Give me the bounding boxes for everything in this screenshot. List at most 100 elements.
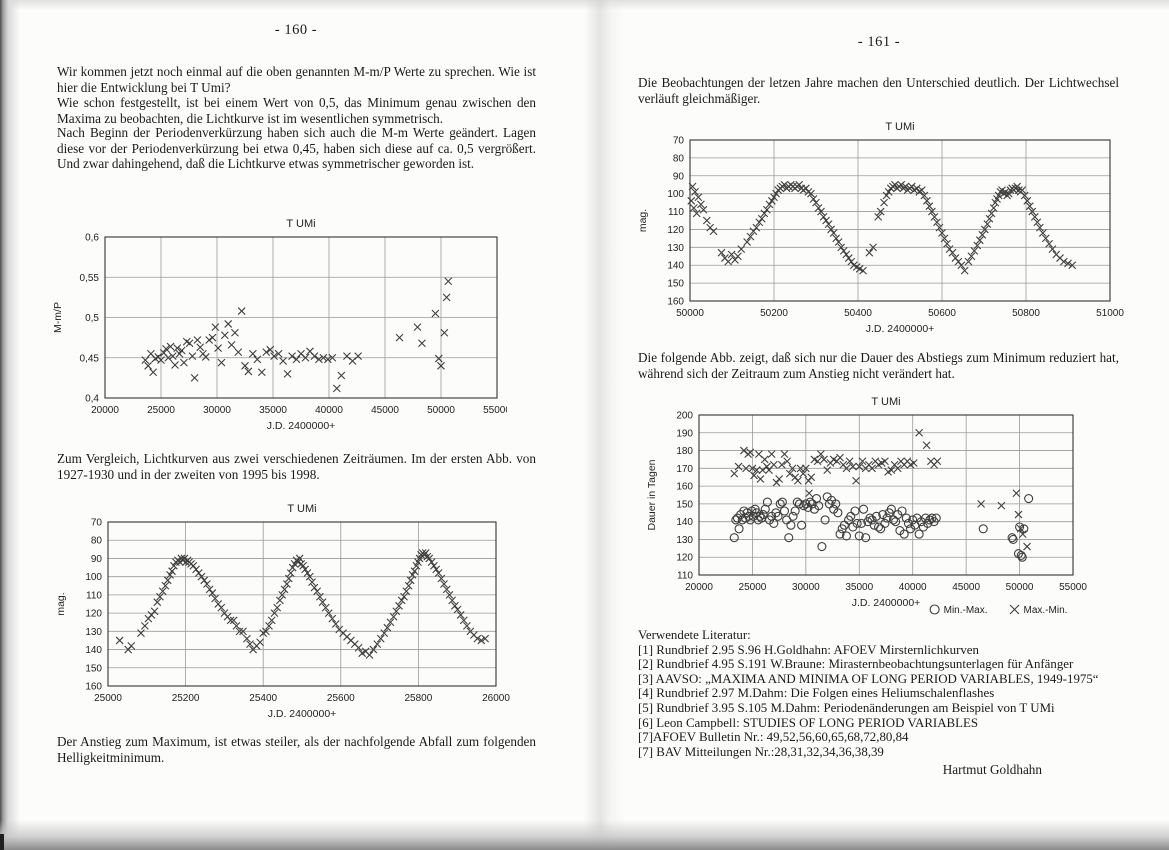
paragraph-mmp-intro: Wir kommen jetzt noch einmal auf die obe… bbox=[57, 64, 536, 95]
chart-lightcurve-1927: 25000 25200 25400 25600 25800 26000 70 80 90 100 1… bbox=[55, 503, 510, 720]
svg-text:25000: 25000 bbox=[147, 405, 175, 416]
svg-text:20000: 20000 bbox=[91, 405, 119, 416]
literature-item: [1] Rundbrief 2.95 S.96 H.Goldhahn: AFOE… bbox=[638, 642, 979, 657]
svg-text:25400: 25400 bbox=[249, 693, 277, 704]
svg-text:140: 140 bbox=[676, 517, 693, 528]
svg-text:120: 120 bbox=[85, 609, 102, 620]
svg-text:110: 110 bbox=[86, 590, 102, 601]
svg-text:20000: 20000 bbox=[685, 582, 713, 593]
svg-text:110: 110 bbox=[677, 571, 693, 582]
literature-item: [2] Rundbrief 4.95 S.191 W.Braune: Miras… bbox=[638, 657, 1074, 672]
svg-text:0,6: 0,6 bbox=[85, 233, 99, 244]
scan-shadow-bottom bbox=[0, 820, 1169, 850]
svg-text:120: 120 bbox=[667, 225, 684, 236]
svg-text:130: 130 bbox=[676, 535, 693, 546]
svg-text:25000: 25000 bbox=[94, 693, 122, 704]
svg-text:0,5: 0,5 bbox=[85, 313, 99, 324]
svg-text:35000: 35000 bbox=[259, 405, 287, 416]
svg-text:55000: 55000 bbox=[483, 405, 507, 416]
literature-item: [7]AFOEV Bulletin Nr.: 49,52,56,60,65,68… bbox=[638, 730, 909, 745]
svg-text:50600: 50600 bbox=[928, 308, 956, 319]
svg-text:0,45: 0,45 bbox=[80, 353, 100, 364]
svg-text:mag.: mag. bbox=[637, 209, 649, 232]
svg-text:90: 90 bbox=[91, 554, 103, 565]
literature-item: [4] Rundbrief 2.97 M.Dahm: Die Folgen ei… bbox=[638, 686, 995, 701]
svg-text:J.D. 2400000+: J.D. 2400000+ bbox=[852, 597, 921, 609]
svg-text:J.D. 2400000+: J.D. 2400000+ bbox=[866, 323, 935, 335]
svg-text:25800: 25800 bbox=[404, 693, 432, 704]
svg-text:45000: 45000 bbox=[952, 582, 980, 593]
svg-text:J.D. 2400000+: J.D. 2400000+ bbox=[267, 420, 336, 432]
svg-text:70: 70 bbox=[91, 518, 103, 529]
paragraph-decline-duration: Die folgende Abb. zeigt, daß sich nur di… bbox=[638, 350, 1119, 381]
svg-text:150: 150 bbox=[676, 499, 693, 510]
svg-text:0,55: 0,55 bbox=[80, 273, 100, 284]
svg-text:25600: 25600 bbox=[327, 693, 355, 704]
svg-text:160: 160 bbox=[667, 297, 684, 308]
svg-text:T UMi: T UMi bbox=[287, 503, 316, 515]
page-161-number: - 161 - bbox=[857, 34, 901, 50]
literature-item: [3] AAVSO: „MAXIMA AND MINIMA OF LONG PE… bbox=[638, 671, 1099, 686]
chart-lightcurve-1995: 50000 50200 50400 50600 50800 51000 70 80 90 100 1… bbox=[637, 121, 1124, 335]
svg-text:160: 160 bbox=[85, 682, 102, 693]
svg-text:51000: 51000 bbox=[1096, 308, 1124, 319]
literature-item: [5] Rundbrief 3.95 S.105 M.Dahm: Periode… bbox=[638, 700, 1055, 715]
svg-text:130: 130 bbox=[85, 627, 102, 638]
svg-text:170: 170 bbox=[676, 464, 693, 475]
svg-text:50400: 50400 bbox=[844, 308, 872, 319]
svg-text:35000: 35000 bbox=[845, 582, 873, 593]
svg-text:80: 80 bbox=[673, 153, 685, 164]
svg-text:190: 190 bbox=[676, 428, 693, 439]
svg-text:T UMi: T UMi bbox=[885, 121, 914, 133]
svg-text:80: 80 bbox=[91, 536, 103, 547]
paragraph-rise-steeper: Der Anstieg zum Maximum, ist etwas steil… bbox=[57, 734, 536, 765]
scan-shadow-left bbox=[0, 0, 22, 850]
svg-text:150: 150 bbox=[85, 663, 102, 674]
paragraph-comparison: Zum Vergleich, Lichtkurven aus zwei vers… bbox=[57, 451, 536, 482]
chart-mmp-vs-jd: 20000 25000 30000 35000 40000 45000 50000 5500 0… bbox=[52, 218, 507, 432]
svg-text:55000: 55000 bbox=[1059, 582, 1087, 593]
svg-text:T UMi: T UMi bbox=[871, 396, 900, 408]
scan-gutter-shadow bbox=[584, 0, 624, 850]
chart-duration-in-days: 20000 25000 30000 35000 40000 45000 50000 55000… bbox=[646, 396, 1087, 616]
svg-text:110: 110 bbox=[668, 207, 684, 218]
svg-text:150: 150 bbox=[667, 279, 684, 290]
paragraph-recent-observations: Die Beobachtungen der letzen Jahre mache… bbox=[638, 75, 1119, 106]
svg-text:50000: 50000 bbox=[1006, 582, 1034, 593]
svg-text:40000: 40000 bbox=[899, 582, 927, 593]
svg-text:160: 160 bbox=[676, 482, 693, 493]
paragraph-symmetry: Wie schon festgestellt, ist bei einem We… bbox=[57, 95, 536, 126]
paragraph-period-change: Nach Beginn der Periodenverkürzung haben… bbox=[57, 125, 536, 172]
literature-item: [7] BAV Mitteilungen Nr.:28,31,32,34,36,… bbox=[638, 744, 884, 759]
svg-text:140: 140 bbox=[667, 261, 684, 272]
svg-text:T UMi: T UMi bbox=[286, 218, 315, 230]
literature-heading: Verwendete Literatur: bbox=[638, 628, 751, 642]
svg-text:50800: 50800 bbox=[1012, 308, 1040, 319]
svg-text:100: 100 bbox=[667, 189, 684, 200]
svg-text:0,4: 0,4 bbox=[85, 394, 99, 405]
svg-text:Min.-Max.: Min.-Max. bbox=[944, 605, 988, 616]
literature-list: [1] Rundbrief 2.95 S.96 H.Goldhahn: AFOE… bbox=[638, 643, 1120, 760]
svg-text:mag.: mag. bbox=[55, 592, 67, 615]
svg-text:180: 180 bbox=[676, 446, 693, 457]
svg-text:25000: 25000 bbox=[739, 582, 767, 593]
svg-text:50200: 50200 bbox=[760, 308, 788, 319]
svg-text:26000: 26000 bbox=[482, 693, 510, 704]
svg-text:50000: 50000 bbox=[676, 308, 704, 319]
svg-text:140: 140 bbox=[85, 645, 102, 656]
literature-section: Verwendete Literatur: [1] Rundbrief 2.95… bbox=[638, 628, 1120, 759]
svg-text:M-m/P: M-m/P bbox=[52, 302, 64, 333]
svg-text:70: 70 bbox=[673, 136, 685, 147]
svg-text:Max.-Min.: Max.-Min. bbox=[1024, 605, 1068, 616]
svg-text:J.D. 2400000+: J.D. 2400000+ bbox=[268, 708, 337, 720]
literature-item: [6] Leon Campbell: STUDIES OF LONG PERIO… bbox=[638, 715, 979, 730]
page-160-number: - 160 - bbox=[274, 22, 318, 38]
svg-text:120: 120 bbox=[676, 553, 693, 564]
svg-text:100: 100 bbox=[85, 572, 102, 583]
svg-text:90: 90 bbox=[673, 171, 685, 182]
svg-text:Dauer in Tagen: Dauer in Tagen bbox=[646, 459, 658, 530]
scan-corner-notch bbox=[0, 834, 4, 850]
svg-text:30000: 30000 bbox=[203, 405, 231, 416]
svg-text:200: 200 bbox=[676, 411, 693, 422]
svg-text:45000: 45000 bbox=[371, 405, 399, 416]
